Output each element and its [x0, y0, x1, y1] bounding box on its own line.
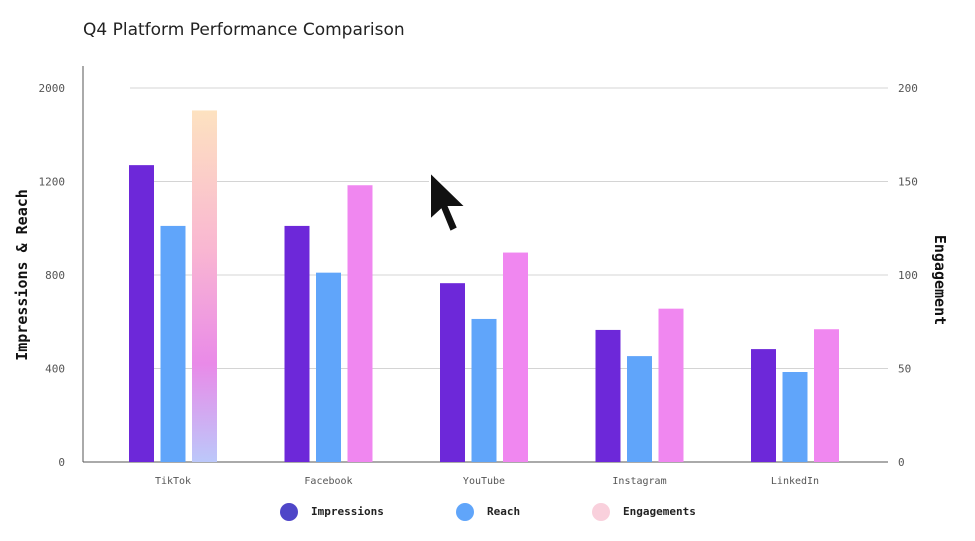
bar-reach-instagram — [627, 356, 652, 462]
y-axis-right-label: Engagement — [931, 235, 949, 325]
bar-reach-tiktok — [160, 225, 186, 462]
bar-engagements-youtube — [503, 252, 528, 462]
y-axis-label: Impressions & Reach — [13, 189, 31, 361]
bar-impressions-instagram — [595, 329, 621, 462]
bar-engagements-facebook — [347, 185, 373, 463]
bar-reach-facebook — [316, 272, 341, 462]
x-tick-label: LinkedIn — [771, 476, 819, 487]
x-tick-label: TikTok — [155, 476, 191, 487]
bar-impressions-facebook — [284, 225, 310, 462]
legend-swatch-impressions — [280, 503, 298, 521]
legend-label-impressions: Impressions — [311, 505, 384, 518]
x-tick-label: Facebook — [304, 476, 352, 487]
left-tick-label: 1200 — [39, 176, 66, 189]
bar-engagements-linkedin — [814, 329, 839, 462]
right-tick-label: 150 — [898, 176, 918, 189]
legend-swatch-reach — [456, 503, 474, 521]
legend-swatch-engagements — [592, 503, 610, 521]
bar-reach-youtube — [471, 318, 497, 462]
left-tick-label: 0 — [58, 456, 65, 469]
right-tick-label: 100 — [898, 269, 918, 282]
left-tick-label: 800 — [45, 269, 65, 282]
mouse-cursor-icon — [429, 170, 469, 234]
bar-reach-linkedin — [782, 372, 808, 462]
legend-label-reach: Reach — [487, 505, 520, 518]
right-tick-label: 200 — [898, 82, 918, 95]
left-tick-label: 2000 — [39, 82, 66, 95]
right-tick-label: 50 — [898, 363, 911, 376]
bar-impressions-tiktok — [129, 165, 154, 462]
x-tick-label: YouTube — [463, 476, 505, 487]
right-tick-label: 0 — [898, 456, 905, 469]
bar-engagements-tiktok — [192, 110, 217, 462]
x-tick-label: Instagram — [612, 476, 666, 487]
chart-title: Q4 Platform Performance Comparison — [83, 20, 405, 40]
bar-impressions-linkedin — [751, 349, 776, 462]
legend-label-engagements: Engagements — [623, 505, 696, 518]
left-tick-label: 400 — [45, 363, 65, 376]
bar-engagements-instagram — [658, 308, 684, 462]
bar-impressions-youtube — [440, 283, 465, 462]
